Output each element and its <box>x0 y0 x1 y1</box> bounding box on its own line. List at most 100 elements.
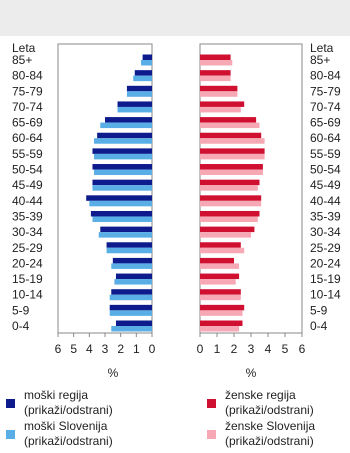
age-label-right: 75-79 <box>310 84 341 98</box>
bar-female-region <box>200 226 255 233</box>
age-label-left: 35-39 <box>12 209 43 223</box>
age-label-left: 45-49 <box>12 178 43 192</box>
bar-female-slovenia <box>200 122 260 129</box>
bar-male-region <box>142 54 152 60</box>
bar-female-slovenia <box>200 91 238 97</box>
age-label-right: 45-49 <box>310 178 341 192</box>
legend-toggle-female-region[interactable]: (prikaži/odstrani) <box>225 403 314 417</box>
x-tick-label: 2 <box>231 342 238 356</box>
age-label-right: 60-64 <box>310 131 341 145</box>
bar-male-slovenia <box>94 169 152 176</box>
bar-male-region <box>105 117 152 123</box>
bar-male-slovenia <box>109 310 152 316</box>
bar-male-slovenia <box>100 122 152 129</box>
bar-female-region <box>200 54 231 60</box>
age-label-right: 80-84 <box>310 69 341 83</box>
bar-female-slovenia <box>200 263 240 269</box>
bar-male-region <box>109 304 152 311</box>
bar-female-region <box>200 195 262 201</box>
age-label-left: 20-24 <box>12 256 43 270</box>
legend-toggle-male-region[interactable]: (prikaži/odstrani) <box>24 403 113 417</box>
bar-female-slovenia <box>200 310 243 316</box>
bar-male-slovenia <box>92 185 152 191</box>
bar-female-region <box>200 320 243 326</box>
bar-female-slovenia <box>200 326 240 332</box>
legend-item-male-slovenia[interactable]: moški Slovenija (prikaži/odstrani) <box>6 419 113 449</box>
x-tick-label: 4 <box>86 342 93 356</box>
age-label-right: 25-29 <box>310 241 341 255</box>
age-label-left: 25-29 <box>12 241 43 255</box>
bar-male-region <box>115 320 152 326</box>
bar-male-slovenia <box>117 106 152 113</box>
bar-male-region <box>90 210 152 217</box>
age-label-left: 10-14 <box>12 288 43 302</box>
bar-male-region <box>117 101 152 107</box>
bar-female-slovenia <box>200 279 236 285</box>
legend-item-female-slovenia[interactable]: ženske Slovenija (prikaži/odstrani) <box>207 419 315 449</box>
bar-male-region <box>92 148 152 154</box>
legend-label-male-slovenia: moški Slovenija <box>24 419 108 433</box>
legend-item-female-region[interactable]: ženske regija (prikaži/odstrani) <box>207 388 314 418</box>
legend-item-male-region[interactable]: moški regija (prikaži/odstrani) <box>6 388 113 418</box>
x-tick-label: 6 <box>299 342 306 356</box>
age-label-left: 80-84 <box>12 69 43 83</box>
x-tick-label: 4 <box>265 342 272 356</box>
bar-female-region <box>200 210 260 217</box>
x-tick-label: 5 <box>282 342 289 356</box>
x-tick-label: 0 <box>149 342 156 356</box>
bar-female-slovenia <box>200 200 262 207</box>
x-axis-label-male: % <box>108 366 119 380</box>
bar-female-slovenia <box>200 153 265 160</box>
bar-male-region <box>97 132 152 139</box>
bar-male-slovenia <box>98 232 152 238</box>
bar-female-region <box>200 289 241 295</box>
bar-male-slovenia <box>114 279 152 285</box>
age-label-right: 20-24 <box>310 256 341 270</box>
legend-label-male-region: moški regija <box>24 388 89 402</box>
bar-male-slovenia <box>94 153 152 160</box>
age-axis-title-right: Leta <box>310 41 334 55</box>
x-tick-label: 0 <box>197 342 204 356</box>
bar-female-region <box>200 242 241 248</box>
age-axis-title-left: Leta <box>12 41 36 55</box>
age-label-right: 55-59 <box>310 147 341 161</box>
legend-swatch-female-slovenia <box>207 430 216 439</box>
bar-male-region <box>112 257 152 264</box>
bar-female-slovenia <box>200 294 241 301</box>
chart-legend: moški regija (prikaži/odstrani) moški Sl… <box>0 388 350 453</box>
age-label-left: 85+ <box>12 53 32 67</box>
age-label-right: 35-39 <box>310 209 341 223</box>
bar-female-region <box>200 273 240 280</box>
legend-toggle-female-slovenia[interactable]: (prikaži/odstrani) <box>225 434 314 448</box>
bar-female-region <box>200 101 245 107</box>
bar-female-region <box>200 70 231 76</box>
age-label-right: 85+ <box>310 53 330 67</box>
age-label-right: 50-54 <box>310 163 341 177</box>
age-label-right: 15-19 <box>310 272 341 286</box>
age-label-right: 40-44 <box>310 194 341 208</box>
bar-male-region <box>100 226 152 233</box>
x-tick-label: 6 <box>55 342 62 356</box>
bar-male-slovenia <box>92 216 152 222</box>
bar-male-region <box>86 195 152 201</box>
bar-female-slovenia <box>200 169 263 176</box>
age-label-left: 70-74 <box>12 100 43 114</box>
x-tick-label: 3 <box>248 342 255 356</box>
bar-male-slovenia <box>106 247 152 254</box>
bar-male-slovenia <box>141 60 152 66</box>
bar-male-region <box>92 164 152 170</box>
age-label-right: 30-34 <box>310 225 341 239</box>
bar-female-slovenia <box>200 138 265 144</box>
age-label-right: 5-9 <box>310 303 328 317</box>
x-axis-label-female: % <box>246 366 257 380</box>
bar-male-region <box>115 273 152 280</box>
age-label-right: 10-14 <box>310 288 341 302</box>
bar-male-region <box>92 179 152 186</box>
legend-toggle-male-slovenia[interactable]: (prikaži/odstrani) <box>24 434 113 448</box>
age-label-left: 55-59 <box>12 147 43 161</box>
legend-label-female-slovenia: ženske Slovenija <box>225 419 316 433</box>
bar-female-region <box>200 132 262 139</box>
bar-male-slovenia <box>111 326 152 332</box>
bar-male-region <box>111 289 152 295</box>
